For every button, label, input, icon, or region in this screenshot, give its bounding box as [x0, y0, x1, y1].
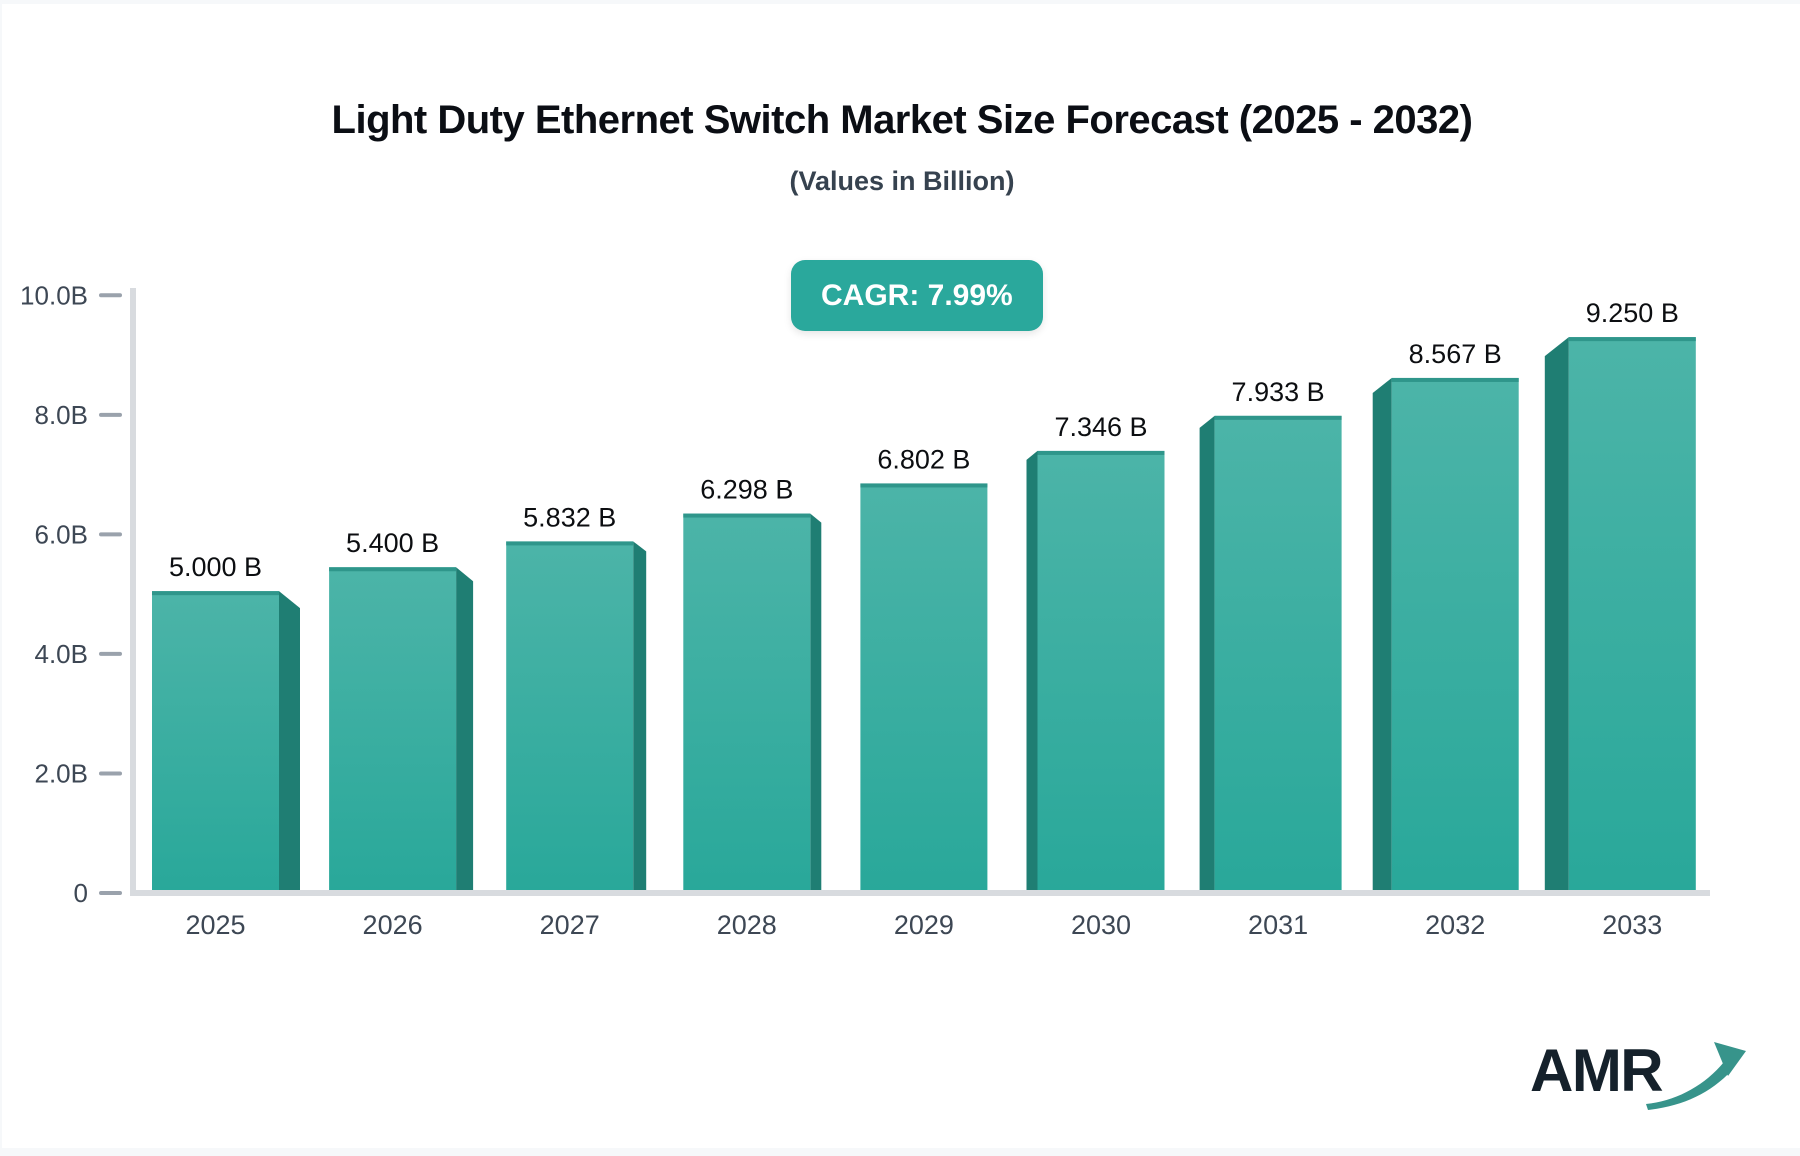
bar-side-face — [1544, 337, 1569, 890]
chart-subtitle: (Values in Billion) — [789, 166, 1015, 196]
bar-top-edge — [1391, 377, 1519, 382]
bar-chart: 0 2.0B 4.0B 6.0B 8.0B 10.0B 5.000 B 2025 5.400 … — [20, 280, 1710, 940]
bar — [1214, 415, 1342, 890]
x-category-label: 2025 — [185, 910, 245, 940]
bar-value-label: 6.802 B — [877, 444, 970, 474]
bar — [683, 513, 811, 890]
y-tick-dash — [99, 891, 122, 895]
chart-card: Light Duty Ethernet Switch Market Size F… — [2, 4, 1800, 1148]
bar-value-label: 6.298 B — [700, 475, 793, 505]
bar-value-label: 7.346 B — [1054, 412, 1147, 442]
axis-layer: 0 2.0B 4.0B 6.0B 8.0B 10.0B — [20, 280, 1710, 908]
x-category-label: 2032 — [1425, 910, 1485, 940]
x-category-label: 2030 — [1071, 910, 1131, 940]
bars-layer — [152, 337, 1696, 890]
bar — [506, 541, 634, 890]
bar-value-label: 5.832 B — [523, 502, 616, 532]
bar-top-edge — [860, 483, 988, 488]
labels-layer: 5.000 B 2025 5.400 B 2026 5.832 B 2027 6.298 B… — [169, 298, 1679, 940]
bar-top-edge — [1037, 450, 1165, 455]
bar-side-face — [633, 541, 647, 890]
bar — [329, 567, 457, 890]
bar — [1391, 377, 1519, 890]
bar-value-label: 5.400 B — [346, 528, 439, 558]
bar-top-edge — [152, 591, 279, 596]
bar — [152, 591, 279, 890]
y-tick-dash — [99, 771, 122, 776]
bar-value-label: 5.000 B — [169, 552, 262, 582]
bar-side-face — [810, 513, 822, 890]
amr-logo-arrow-icon — [1646, 1042, 1747, 1110]
y-tick-label: 10.0B — [20, 280, 88, 310]
bar-top-edge — [683, 513, 811, 518]
y-tick-dash — [99, 651, 122, 656]
bar — [1568, 337, 1696, 890]
x-category-label: 2027 — [540, 910, 600, 940]
x-category-label: 2031 — [1248, 910, 1308, 940]
x-category-label: 2033 — [1602, 910, 1662, 940]
bar-value-label: 7.933 B — [1232, 377, 1325, 407]
y-tick-dash — [99, 293, 122, 298]
chart-title: Light Duty Ethernet Switch Market Size F… — [331, 98, 1473, 142]
cagr-badge: CAGR: 7.99% — [791, 260, 1043, 331]
bar-top-edge — [506, 541, 634, 546]
bar-side-face — [279, 591, 300, 890]
x-axis-line — [130, 890, 1710, 896]
bar-side-face — [456, 567, 474, 890]
bar-top-edge — [329, 567, 457, 572]
x-category-label: 2026 — [363, 910, 423, 940]
y-tick-label: 2.0B — [35, 758, 89, 788]
y-tick-label: 8.0B — [35, 400, 89, 430]
y-tick-label: 0 — [74, 878, 88, 908]
cagr-badge-label: CAGR: 7.99% — [821, 278, 1013, 312]
bar-top-edge — [1214, 415, 1342, 420]
y-axis-line — [130, 288, 136, 896]
bar-side-face — [1199, 415, 1215, 890]
bar-value-label: 9.250 B — [1586, 298, 1679, 328]
y-tick-dash — [99, 532, 122, 537]
y-tick-label: 4.0B — [35, 639, 89, 669]
bar-value-label: 8.567 B — [1409, 339, 1502, 369]
amr-logo: AMR — [1530, 1036, 1754, 1114]
bar — [1037, 450, 1165, 890]
x-category-label: 2028 — [717, 910, 777, 940]
bar-top-edge — [1568, 337, 1696, 342]
y-tick-dash — [99, 412, 122, 417]
y-tick-label: 6.0B — [35, 519, 89, 549]
bar-side-face — [1372, 377, 1392, 890]
x-category-label: 2029 — [894, 910, 954, 940]
bar — [860, 483, 988, 890]
bar-side-face — [1026, 450, 1038, 890]
amr-logo-text: AMR — [1530, 1037, 1664, 1104]
